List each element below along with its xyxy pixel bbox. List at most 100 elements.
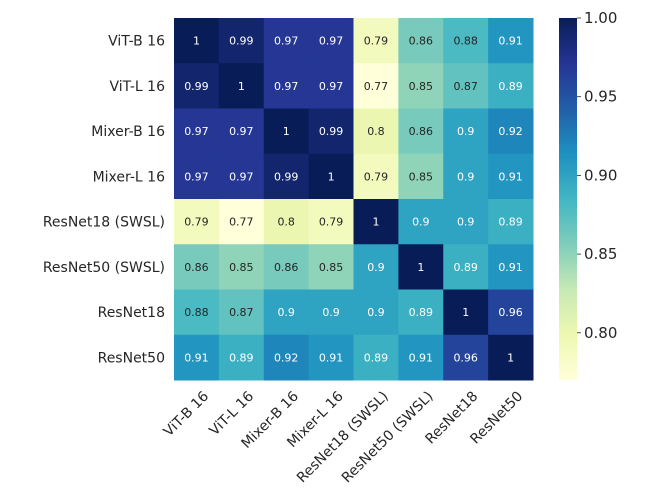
heatmap-cell — [174, 289, 220, 336]
heatmap-cell — [308, 63, 354, 109]
heatmap-cell — [218, 63, 265, 109]
heatmap-cell — [218, 153, 265, 200]
heatmap-cell — [174, 244, 220, 290]
cell-value-label: 0.79 — [364, 170, 389, 183]
heatmap-cell — [174, 18, 220, 64]
heatmap-cell — [398, 63, 444, 109]
heatmap-cell — [488, 244, 534, 290]
heatmap-cell — [308, 244, 354, 290]
heatmap-cell — [174, 334, 220, 381]
cell-value-label: 0.97 — [319, 80, 344, 93]
y-tick-label: ResNet18 (SWSL) — [43, 215, 165, 231]
heatmap-cell — [308, 334, 354, 381]
heatmap-cell — [443, 18, 489, 64]
cell-value-label: 0.97 — [274, 80, 299, 93]
cell-value-label: 0.89 — [409, 306, 434, 319]
heatmap-cell — [263, 334, 310, 381]
cell-value-label: 0.79 — [319, 216, 344, 229]
colorbar-ticks: 0.80 0.85 0.90 0.95 1.00 — [577, 9, 617, 342]
cell-value-label: 0.86 — [409, 35, 434, 48]
cell-value-label: 0.91 — [319, 351, 344, 364]
colorbar-tick-label: 0.95 — [584, 88, 617, 106]
cell-value-label: 0.92 — [498, 125, 523, 138]
y-tick-label: Mixer-B 16 — [91, 124, 165, 140]
cell-value-label: 0.9 — [412, 216, 430, 229]
cell-value-label: 0.9 — [457, 216, 475, 229]
heatmap-cell — [263, 244, 310, 290]
cell-value-label: 0.92 — [274, 351, 299, 364]
heatmap-cell — [353, 334, 399, 381]
heatmap-cell — [443, 289, 489, 336]
cell-value-label: 0.89 — [229, 351, 254, 364]
cell-value-label: 0.8 — [367, 125, 385, 138]
heatmap-cell — [174, 199, 220, 245]
cell-value-label: 0.91 — [498, 261, 523, 274]
cell-value-label: 0.89 — [498, 80, 523, 93]
heatmap-cells: 1 0.99 0.97 0.97 0.79 0.86 0.88 0.910.99 1 0.97 0.… — [174, 18, 534, 381]
cell-value-label: 1 — [328, 170, 335, 183]
cell-value-label: 0.91 — [184, 351, 209, 364]
y-axis-labels: ViT-B 16 ViT-L 16 Mixer-B 16 Mixer-L 16 ResN… — [43, 34, 165, 367]
heatmap-cell — [218, 18, 265, 64]
cell-value-label: 0.91 — [409, 351, 434, 364]
heatmap-cell — [263, 108, 310, 155]
x-tick-label: ViT-B 16 — [161, 388, 213, 440]
y-tick-label: ResNet50 — [98, 350, 165, 366]
colorbar-tick-label: 0.80 — [584, 324, 617, 342]
cell-value-label: 0.89 — [364, 351, 389, 364]
cell-value-label: 0.9 — [457, 170, 475, 183]
heatmap-cell — [488, 289, 534, 336]
heatmap-cell — [488, 63, 534, 109]
heatmap-cell — [398, 108, 444, 155]
heatmap-cell — [263, 18, 310, 64]
cell-value-label: 0.9 — [367, 306, 385, 319]
cell-value-label: 1 — [507, 351, 514, 364]
heatmap-cell — [353, 199, 399, 245]
heatmap-cell — [218, 289, 265, 336]
cell-value-label: 0.97 — [184, 170, 209, 183]
colorbar-tick-label: 0.90 — [584, 166, 617, 184]
cell-value-label: 0.85 — [229, 261, 254, 274]
cell-value-label: 0.99 — [274, 170, 299, 183]
heatmap-cell — [443, 108, 489, 155]
cell-value-label: 1 — [283, 125, 290, 138]
cell-value-label: 0.77 — [229, 216, 254, 229]
cell-value-label: 0.9 — [457, 125, 475, 138]
cell-value-label: 0.97 — [184, 125, 209, 138]
cell-value-label: 1 — [193, 35, 200, 48]
heatmap-cell — [174, 63, 220, 109]
heatmap-cell — [353, 153, 399, 200]
heatmap-cell — [353, 244, 399, 290]
heatmap-cell — [218, 334, 265, 381]
cell-value-label: 0.87 — [229, 306, 254, 319]
y-tick-label: Mixer-L 16 — [93, 169, 166, 185]
heatmap-cell — [443, 334, 489, 381]
cell-value-label: 0.97 — [229, 125, 254, 138]
heatmap-cell — [398, 199, 444, 245]
y-tick-label: ResNet18 — [98, 305, 165, 321]
heatmap-cell — [443, 153, 489, 200]
colorbar-tick-label: 1.00 — [584, 9, 617, 27]
cell-value-label: 0.79 — [184, 216, 209, 229]
cell-value-label: 0.96 — [498, 306, 523, 319]
heatmap-cell — [263, 153, 310, 200]
y-tick-label: ViT-B 16 — [108, 34, 165, 50]
cell-value-label: 1 — [462, 306, 469, 319]
cell-value-label: 0.9 — [322, 306, 340, 319]
cell-value-label: 1 — [417, 261, 424, 274]
cell-value-label: 0.86 — [274, 261, 299, 274]
cell-value-label: 0.85 — [409, 170, 434, 183]
heatmap-cell — [353, 289, 399, 336]
cell-value-label: 0.96 — [453, 351, 478, 364]
heatmap-cell — [488, 153, 534, 200]
cell-value-label: 0.9 — [367, 261, 385, 274]
heatmap-cell — [174, 153, 220, 200]
heatmap-cell — [263, 63, 310, 109]
cell-value-label: 0.87 — [453, 80, 478, 93]
cell-value-label: 0.99 — [319, 125, 344, 138]
heatmap-cell — [398, 18, 444, 64]
heatmap-cell — [218, 244, 265, 290]
heatmap-cell — [398, 244, 444, 290]
colorbar-gradient — [559, 18, 577, 380]
